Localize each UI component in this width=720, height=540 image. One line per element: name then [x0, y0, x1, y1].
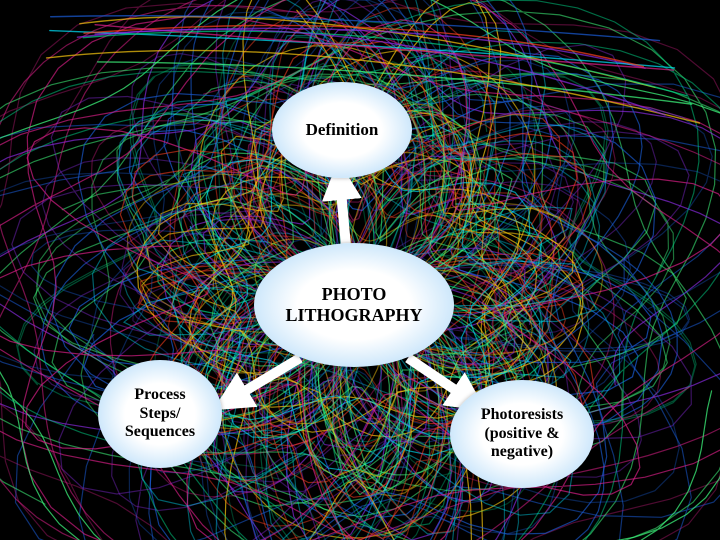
node-definition: Definition — [272, 82, 412, 178]
node-process-steps: ProcessSteps/Sequences — [98, 360, 222, 468]
node-photoresists-label: Photoresists(positive &negative) — [471, 400, 573, 467]
arrow-center-to-top — [340, 180, 346, 246]
node-definition-label: Definition — [296, 114, 389, 146]
node-photolithography-label: PHOTOLITHOGRAPHY — [275, 278, 432, 331]
node-photoresists: Photoresists(positive &negative) — [450, 380, 594, 488]
arrow-center-to-left — [230, 358, 300, 400]
arrow-center-to-right — [408, 358, 470, 400]
node-photolithography: PHOTOLITHOGRAPHY — [254, 243, 454, 367]
node-process-steps-label: ProcessSteps/Sequences — [115, 380, 205, 447]
